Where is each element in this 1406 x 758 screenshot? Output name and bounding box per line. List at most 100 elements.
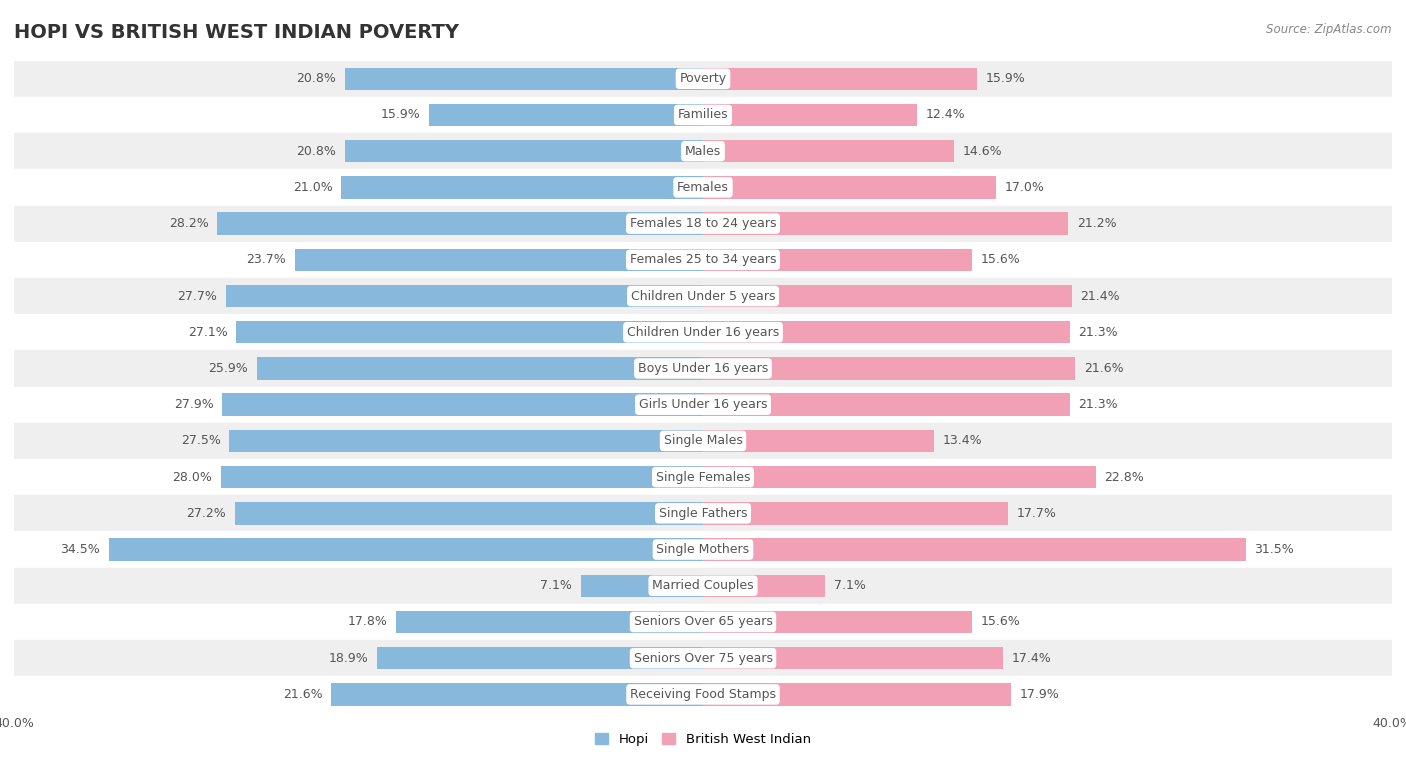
Bar xyxy=(14,205,1392,242)
Text: 18.9%: 18.9% xyxy=(329,652,368,665)
Text: 7.1%: 7.1% xyxy=(834,579,866,592)
Text: Married Couples: Married Couples xyxy=(652,579,754,592)
Text: Single Fathers: Single Fathers xyxy=(659,507,747,520)
Bar xyxy=(377,647,703,669)
Text: 22.8%: 22.8% xyxy=(1104,471,1144,484)
Text: Girls Under 16 years: Girls Under 16 years xyxy=(638,398,768,411)
Text: 7.1%: 7.1% xyxy=(540,579,572,592)
Bar xyxy=(14,133,1392,169)
Text: 13.4%: 13.4% xyxy=(942,434,981,447)
Bar xyxy=(342,176,703,199)
Text: 21.3%: 21.3% xyxy=(1078,398,1118,411)
Text: 15.9%: 15.9% xyxy=(381,108,420,121)
Bar xyxy=(330,683,703,706)
Text: 17.8%: 17.8% xyxy=(347,615,388,628)
Bar xyxy=(236,321,703,343)
Bar xyxy=(344,67,703,90)
Bar xyxy=(703,430,934,452)
Bar xyxy=(14,423,1392,459)
Text: 21.0%: 21.0% xyxy=(292,181,333,194)
Bar xyxy=(344,140,703,162)
Bar xyxy=(235,502,703,525)
Bar xyxy=(703,104,917,126)
Text: Children Under 5 years: Children Under 5 years xyxy=(631,290,775,302)
Bar xyxy=(581,575,703,597)
Bar xyxy=(295,249,703,271)
Text: Single Males: Single Males xyxy=(664,434,742,447)
Bar xyxy=(14,387,1392,423)
Bar xyxy=(703,321,1070,343)
Text: 27.2%: 27.2% xyxy=(186,507,226,520)
Text: Males: Males xyxy=(685,145,721,158)
Bar xyxy=(14,350,1392,387)
Text: 15.6%: 15.6% xyxy=(980,615,1019,628)
Bar xyxy=(218,212,703,235)
Bar xyxy=(703,357,1076,380)
Text: 28.2%: 28.2% xyxy=(169,217,208,230)
Text: 21.3%: 21.3% xyxy=(1078,326,1118,339)
Text: 15.6%: 15.6% xyxy=(980,253,1019,266)
Text: Females: Females xyxy=(678,181,728,194)
Bar xyxy=(703,67,977,90)
Text: 21.2%: 21.2% xyxy=(1077,217,1116,230)
Bar xyxy=(108,538,703,561)
Bar xyxy=(703,611,972,633)
Text: HOPI VS BRITISH WEST INDIAN POVERTY: HOPI VS BRITISH WEST INDIAN POVERTY xyxy=(14,23,460,42)
Text: Families: Families xyxy=(678,108,728,121)
Bar xyxy=(14,61,1392,97)
Text: Children Under 16 years: Children Under 16 years xyxy=(627,326,779,339)
Text: 27.9%: 27.9% xyxy=(174,398,214,411)
Bar xyxy=(226,285,703,307)
Text: 20.8%: 20.8% xyxy=(297,72,336,85)
Bar xyxy=(229,430,703,452)
Bar xyxy=(703,393,1070,416)
Text: 28.0%: 28.0% xyxy=(173,471,212,484)
Text: 17.7%: 17.7% xyxy=(1017,507,1056,520)
Bar xyxy=(14,459,1392,495)
Bar xyxy=(703,140,955,162)
Text: 17.0%: 17.0% xyxy=(1004,181,1045,194)
Bar xyxy=(14,604,1392,640)
Bar xyxy=(703,575,825,597)
Bar xyxy=(396,611,703,633)
Bar xyxy=(14,640,1392,676)
Bar xyxy=(222,393,703,416)
Text: Seniors Over 75 years: Seniors Over 75 years xyxy=(634,652,772,665)
Bar xyxy=(703,176,995,199)
Text: 27.1%: 27.1% xyxy=(188,326,228,339)
Bar xyxy=(429,104,703,126)
Text: Seniors Over 65 years: Seniors Over 65 years xyxy=(634,615,772,628)
Text: 21.4%: 21.4% xyxy=(1080,290,1119,302)
Bar xyxy=(14,531,1392,568)
Text: 25.9%: 25.9% xyxy=(208,362,249,375)
Text: Single Mothers: Single Mothers xyxy=(657,543,749,556)
Text: 21.6%: 21.6% xyxy=(1084,362,1123,375)
Text: 27.5%: 27.5% xyxy=(181,434,221,447)
Text: 17.4%: 17.4% xyxy=(1011,652,1052,665)
Bar xyxy=(14,676,1392,713)
Bar xyxy=(14,242,1392,278)
Bar xyxy=(14,314,1392,350)
Text: 20.8%: 20.8% xyxy=(297,145,336,158)
Text: Females 25 to 34 years: Females 25 to 34 years xyxy=(630,253,776,266)
Bar xyxy=(257,357,703,380)
Bar xyxy=(221,466,703,488)
Bar xyxy=(703,538,1246,561)
Bar xyxy=(703,466,1095,488)
Text: 14.6%: 14.6% xyxy=(963,145,1002,158)
Text: 27.7%: 27.7% xyxy=(177,290,218,302)
Bar xyxy=(14,169,1392,205)
Bar xyxy=(14,495,1392,531)
Text: 21.6%: 21.6% xyxy=(283,688,322,701)
Text: 12.4%: 12.4% xyxy=(925,108,965,121)
Text: Boys Under 16 years: Boys Under 16 years xyxy=(638,362,768,375)
Bar xyxy=(703,212,1069,235)
Bar xyxy=(703,683,1011,706)
Text: Single Females: Single Females xyxy=(655,471,751,484)
Text: Females 18 to 24 years: Females 18 to 24 years xyxy=(630,217,776,230)
Bar xyxy=(14,568,1392,604)
Bar xyxy=(14,97,1392,133)
Bar xyxy=(703,285,1071,307)
Text: Source: ZipAtlas.com: Source: ZipAtlas.com xyxy=(1267,23,1392,36)
Bar xyxy=(703,502,1008,525)
